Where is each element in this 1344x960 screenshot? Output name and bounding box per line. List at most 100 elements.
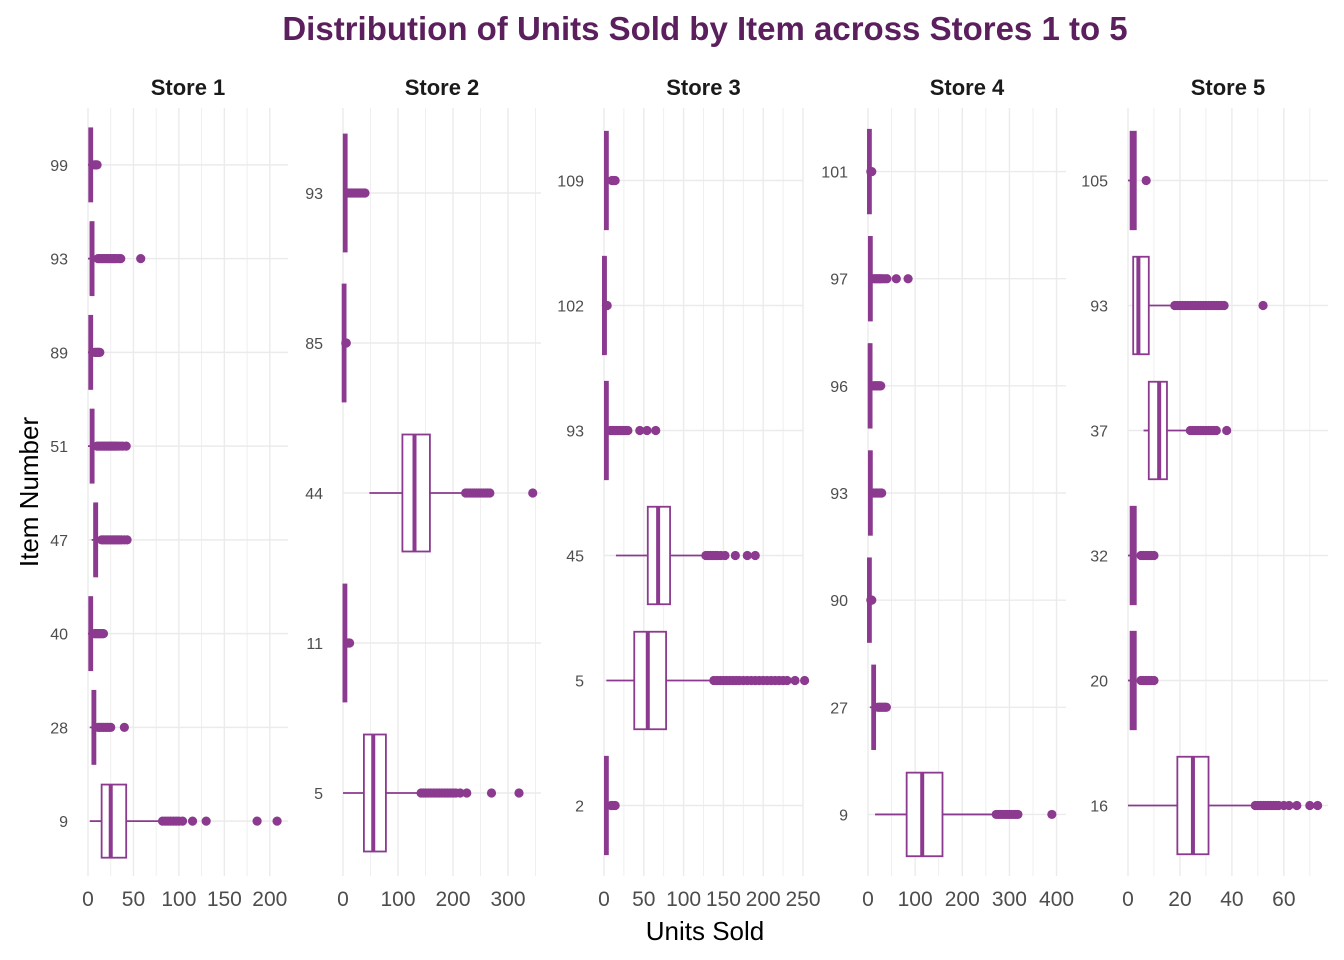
y-tick-label: 96	[830, 379, 848, 396]
box-item-47	[91, 502, 132, 578]
y-tick-label: 89	[50, 345, 68, 362]
y-tick-label: 93	[566, 424, 584, 441]
x-tick-label: 200	[746, 888, 781, 911]
y-tick-label: 102	[557, 299, 584, 316]
outlier-point	[730, 550, 740, 561]
outlier-point	[876, 381, 886, 391]
y-tick-label: 2	[575, 799, 584, 816]
box-item-93	[1132, 255, 1268, 356]
outlier-point	[119, 722, 129, 732]
outlier-point	[651, 425, 661, 436]
iqr-box	[905, 771, 944, 858]
y-tick-label: 93	[830, 486, 848, 503]
outlier-point	[881, 702, 891, 712]
box-item-89	[88, 314, 105, 390]
x-tick-label: 300	[992, 888, 1027, 911]
y-tick-label: 109	[557, 174, 584, 191]
box-item-96	[867, 343, 886, 429]
x-tick-label: 300	[490, 888, 525, 911]
outlier-point	[867, 595, 877, 605]
y-tick-label: 28	[50, 720, 68, 737]
box-item-102	[601, 255, 612, 356]
panel-store-3: Store 3 0 50 100 150 200 250 2 5 45 93 102 109	[557, 75, 820, 911]
box-item-16	[1128, 755, 1323, 856]
iqr-box	[1132, 255, 1150, 356]
box-item-37	[1143, 380, 1232, 481]
y-tick-label: 93	[305, 186, 323, 203]
panel-title: Store 1	[151, 75, 226, 100]
y-tick-label: 27	[830, 700, 848, 717]
x-tick-label: 200	[435, 888, 470, 911]
outlier-point	[903, 274, 913, 284]
y-tick-label: 99	[50, 158, 68, 175]
y-tick-label: 40	[50, 627, 68, 644]
y-tick-label: 9	[59, 814, 68, 831]
outlier-point	[272, 816, 282, 826]
outlier-point	[514, 788, 524, 798]
outlier-point	[882, 274, 892, 284]
outlier-point	[610, 175, 620, 186]
panel-store-2: Store 2 0 100 200 300 5 11 44 85 93	[305, 75, 541, 911]
outlier-point	[455, 788, 465, 798]
outlier-point	[877, 488, 887, 498]
outlier-point	[1284, 800, 1294, 811]
box-item-11	[342, 583, 355, 703]
outlier-point	[187, 816, 198, 826]
outlier-point	[799, 675, 810, 686]
box-item-9	[89, 783, 282, 859]
x-tick-label: 100	[380, 888, 415, 911]
box-item-90	[866, 557, 877, 643]
outlier-point	[720, 550, 730, 561]
y-axis-title: Item Number	[14, 417, 44, 568]
outlier-point	[106, 722, 116, 732]
x-tick-label: 150	[706, 888, 741, 911]
box-item-99	[88, 127, 102, 203]
y-tick-label: 51	[50, 439, 68, 456]
outlier-point	[98, 629, 109, 639]
outlier-point	[136, 254, 146, 264]
y-tick-label: 101	[821, 165, 848, 182]
box-item-93	[603, 380, 661, 481]
box-item-27	[869, 664, 891, 750]
outlier-point	[782, 675, 792, 686]
panel-store-5: Store 5 0 20 40 60 16 20 32 37 93 105	[1081, 75, 1328, 911]
box-item-28	[89, 689, 129, 765]
box-item-93	[342, 133, 370, 253]
y-tick-label: 16	[1090, 799, 1108, 816]
outlier-point	[642, 425, 652, 436]
outlier-point	[1305, 800, 1315, 811]
box-item-109	[603, 130, 620, 231]
outlier-point	[486, 788, 497, 798]
outlier-point	[1222, 425, 1232, 436]
box-item-44	[369, 433, 538, 553]
y-tick-label: 37	[1090, 424, 1108, 441]
x-tick-label: 150	[207, 888, 242, 911]
box-item-20	[1128, 630, 1159, 731]
outlier-point	[742, 550, 752, 561]
y-tick-label: 44	[305, 486, 323, 503]
y-tick-label: 47	[50, 533, 68, 550]
outlier-point	[345, 638, 355, 648]
outlier-point	[635, 425, 645, 436]
box-item-85	[341, 283, 351, 403]
y-tick-label: 11	[306, 636, 323, 653]
panel-store-4: Store 4 0 100 200 300 400 9 27 90 93 96 97 101	[821, 75, 1074, 911]
box-item-93	[88, 221, 146, 297]
outlier-point	[867, 166, 877, 177]
y-tick-label: 9	[839, 807, 848, 824]
box-item-9	[875, 771, 1057, 858]
outlier-point	[116, 254, 126, 264]
box-item-93	[867, 450, 887, 536]
y-tick-label: 93	[50, 252, 68, 269]
x-tick-label: 100	[666, 888, 701, 911]
outlier-point	[1211, 425, 1221, 436]
outlier-point	[201, 816, 211, 826]
y-tick-label: 5	[314, 786, 323, 803]
outlier-point	[602, 300, 612, 311]
outlier-point	[1047, 809, 1057, 820]
outlier-point	[790, 675, 800, 686]
y-tick-label: 90	[830, 593, 848, 610]
iqr-box	[100, 783, 128, 859]
panel-title: Store 3	[666, 75, 741, 100]
